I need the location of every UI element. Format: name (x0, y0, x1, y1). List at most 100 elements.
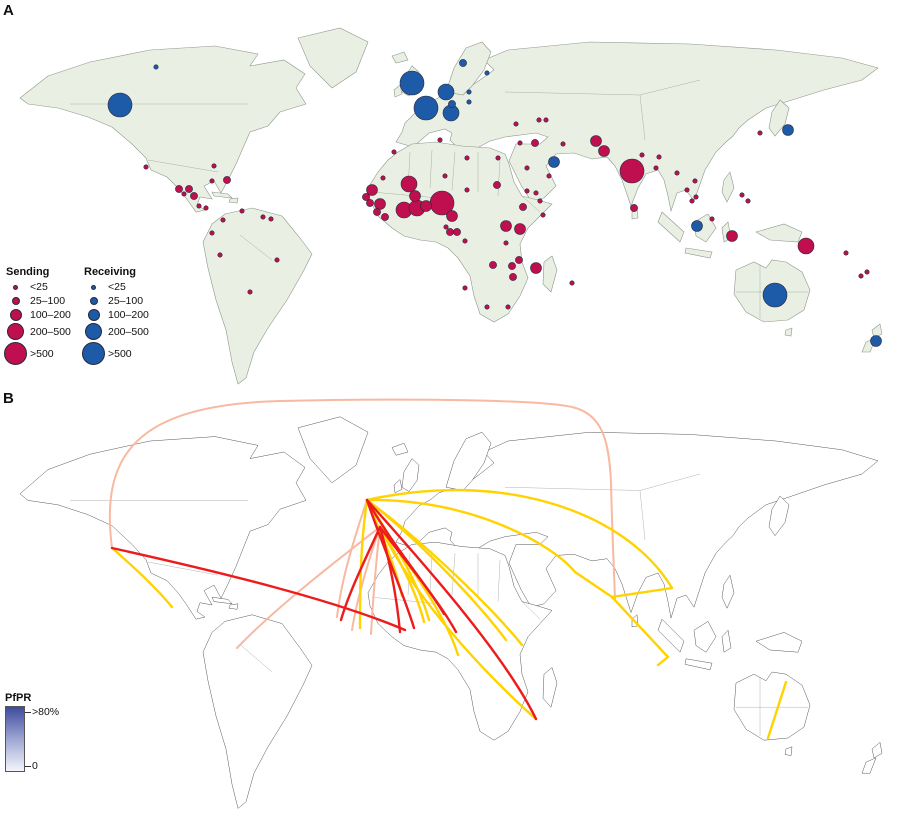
bubble-sending-ethiopia (519, 203, 527, 211)
bubble-sending-afghanistan (590, 135, 602, 147)
legend-receiving-rows: <25 25–100 100–200 200–500 >500 (82, 281, 149, 365)
flow-yellow-uk-to-kenya (365, 498, 524, 647)
legend-size-row: 100–200 (84, 309, 149, 321)
bubble-sending-yemen (524, 188, 530, 194)
bubble-sending-cambodia (689, 198, 695, 204)
legend-size-label: >500 (30, 347, 54, 360)
bubble-sending-uae (546, 173, 552, 179)
bubble-sending-djibouti (537, 198, 543, 204)
bubble-sending-nepal (639, 152, 645, 158)
bubble-sending-colombia (220, 217, 226, 223)
bubble-sending-zambia (489, 261, 497, 269)
bubble-sending-niger (442, 173, 448, 179)
legend-size-label: 100–200 (108, 309, 149, 321)
bubble-sending-south-africa (484, 304, 490, 310)
bubble-sending-myanmar (674, 170, 680, 176)
bubble-sending-iraq (531, 139, 539, 147)
bubble-sending-laos (692, 178, 698, 184)
bubble-sending-chad (464, 187, 470, 193)
panel-a-label: A (3, 2, 14, 19)
flow-red-france-to-senegal (339, 525, 382, 622)
bubble-sending-indian-ocean-islands (569, 280, 575, 286)
bubble-sending-angola (462, 285, 468, 291)
flow-yellow-usa-to-haiti (110, 546, 174, 609)
flow-red-uk-to-reunion-mauritius (365, 498, 538, 721)
flow-yellow-uk-to-india-via-central-asia (365, 498, 614, 599)
bubble-receiving-finland (484, 70, 490, 76)
panel-a-bubbles (107, 59, 882, 347)
legend-size-row: >500 (82, 342, 149, 365)
bubble-sending-madagascar (530, 262, 542, 274)
bubble-sending-gambia (362, 193, 370, 201)
bubble-sending-el-salvador (181, 191, 187, 197)
legend-circle-icon (4, 342, 27, 365)
bubble-sending-guatemala (175, 185, 183, 193)
bubble-sending-bangladesh (653, 165, 659, 171)
bubble-sending-papua-new-guinea (797, 237, 815, 255)
bubble-receiving-france (413, 95, 439, 121)
bubble-sending-peru (217, 252, 223, 258)
legend-size-label: 25–100 (108, 295, 144, 307)
legend-circle-icon (9, 309, 22, 321)
legend-circle-icon (13, 284, 18, 290)
pfpr-max-tick (25, 711, 31, 713)
flow-red-uk-to-ghana (365, 498, 416, 630)
bubble-sending-suriname (268, 216, 274, 222)
flow-red-usa-to-ghana (110, 546, 407, 632)
bubble-sending-tanzania (515, 256, 523, 264)
bubble-sending-vietnam (693, 194, 699, 200)
bubble-sending-uganda (500, 220, 512, 232)
flow-red-france-to-cote-d-ivoire (378, 525, 402, 634)
legend-size-row: <25 (6, 281, 71, 293)
bubble-sending-azerbaijan (543, 117, 549, 123)
bubble-sending-guyana (260, 214, 266, 220)
legend-receiving: Receiving <25 25–100 100–200 200–500 >500 (82, 266, 149, 367)
pfpr-region-central-america (142, 611, 190, 633)
bubble-sending-venezuela (239, 208, 245, 214)
legend-circle-icon (91, 284, 96, 290)
bubble-receiving-sweden (459, 59, 467, 67)
bubble-sending-zimbabwe (505, 304, 511, 310)
bubble-sending-sierra-leone (373, 208, 381, 216)
bubble-sending-pakistan (598, 145, 610, 157)
legend-size-row: 25–100 (84, 295, 149, 307)
bubble-receiving-poland (466, 99, 472, 105)
legend-size-label: 100–200 (30, 309, 71, 321)
bubble-sending-malawi (508, 262, 516, 270)
bubble-sending-nicaragua (190, 192, 198, 200)
pfpr-max-label: >80% (32, 706, 60, 718)
legend-size-label: <25 (108, 281, 126, 293)
legend-circle-icon (87, 309, 100, 321)
flow-salmon-france-to-guyana-venezuela (236, 526, 381, 649)
legend-size-label: 200–500 (30, 325, 71, 338)
bubble-sending-mozambique (509, 273, 517, 281)
bubble-sending-sudan (493, 181, 501, 189)
flow-yellow-australia-to-papua-new-guinea (766, 680, 788, 740)
bubble-sending-gabon (446, 228, 454, 236)
bubble-sending-mauritania (380, 175, 386, 181)
panel-b-flow-lines (108, 398, 788, 740)
bubble-sending-guinea-bissau (366, 199, 374, 207)
bubble-sending-morocco (391, 149, 397, 155)
bubble-receiving-japan (782, 124, 794, 136)
bubble-sending-indonesia (726, 230, 738, 242)
legend-size-row: 200–500 (84, 323, 149, 340)
bubble-sending-syria (517, 140, 523, 146)
bubble-sending-cuba (211, 163, 217, 169)
bubble-sending-haiti-dominican-republic (223, 176, 231, 184)
bubble-sending-bhutan (656, 154, 662, 160)
flow-salmon-france-to-cote-d-ivoire (370, 526, 381, 635)
legend-size-label: <25 (30, 281, 48, 293)
panel-b-label: B (3, 390, 14, 407)
flow-salmon-usa-to-india-polar-route (108, 398, 616, 601)
bubble-sending-congo (453, 228, 461, 236)
bubble-sending-guinea (374, 198, 386, 210)
bubble-sending-dr-congo (462, 238, 468, 244)
legend-circle-icon (82, 342, 105, 365)
bubble-receiving-singapore (691, 220, 703, 232)
legend-circle-icon (85, 323, 102, 340)
legend-size-row: >500 (4, 342, 71, 365)
bubble-receiving-uk (399, 70, 425, 96)
